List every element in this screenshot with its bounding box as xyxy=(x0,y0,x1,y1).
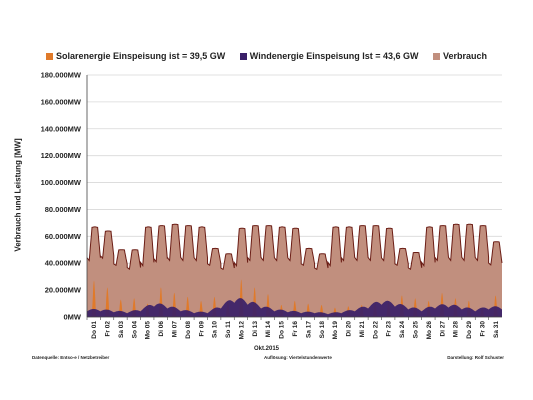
legend-item-consumption: Verbrauch xyxy=(433,51,487,61)
x-tick-label: Fr 02 xyxy=(105,321,112,337)
legend-label-solar: Solarenergie Einspeisung ist = 39,5 GW xyxy=(55,50,226,61)
legend: Solarenergie Einspeisung ist = 39,5 GW W… xyxy=(0,50,533,66)
x-tick-label: Di 27 xyxy=(439,321,446,337)
x-tick-label: Mo 05 xyxy=(145,321,152,340)
footer-resolution: Auflösung: Viertelstundenwerte xyxy=(264,355,332,360)
x-tick-label: Mi 28 xyxy=(453,321,460,338)
x-tick-label: Do 01 xyxy=(91,321,98,339)
series-area-solar-day xyxy=(100,287,114,317)
x-tick-label: Sa 03 xyxy=(118,321,125,338)
series-area-solar-day xyxy=(301,303,315,317)
x-tick-label: So 25 xyxy=(412,321,419,339)
series-area-solar-day xyxy=(314,304,328,317)
legend-swatch-consumption xyxy=(433,52,441,60)
x-tick-label: Mi 21 xyxy=(359,321,366,338)
series-area-solar-day xyxy=(113,299,128,317)
series-area-consumption xyxy=(87,224,502,317)
series-area-solar-day xyxy=(207,296,221,317)
x-tick-label: Di 20 xyxy=(346,321,353,337)
x-tick-label: Sa 24 xyxy=(399,321,406,338)
series-area-solar-day xyxy=(287,300,302,317)
footer-source: Datenquelle: Entso-e / Netzbetreiber xyxy=(32,355,110,360)
x-tick-label: Mi 07 xyxy=(172,321,179,338)
y-tick-label: 120.000MW xyxy=(41,151,82,160)
x-tick-label: Fr 30 xyxy=(479,321,486,337)
x-tick-label: Do 15 xyxy=(279,321,286,339)
x-tick-label: Mo 19 xyxy=(332,321,339,340)
series-area-solar-day xyxy=(261,294,275,317)
legend-swatch-solar xyxy=(45,52,53,60)
series-area-solar-day xyxy=(153,287,168,317)
y-tick-label: 80.000MW xyxy=(45,205,82,214)
footer-author: Darstellung: Rolf Schuster xyxy=(447,355,504,360)
legend-swatch-wind xyxy=(239,52,247,60)
series-line-consumption xyxy=(86,223,503,271)
y-tick-label: 160.000MW xyxy=(41,97,82,106)
legend-label-consumption: Verbrauch xyxy=(443,50,488,61)
x-tick-label: Fr 23 xyxy=(386,321,393,337)
legend-item-wind: Windenergie Einspeisung Ist = 43,6 GW xyxy=(239,50,419,61)
y-tick-label: 0MW xyxy=(64,313,82,322)
series-area-solar-day xyxy=(167,292,181,317)
y-tick-label: 40.000MW xyxy=(45,259,82,268)
y-tick-label: 100.000MW xyxy=(41,178,82,187)
x-tick-label: Di 13 xyxy=(252,321,259,337)
x-tick-label: So 11 xyxy=(225,321,232,338)
x-tick-label: So 04 xyxy=(131,321,138,339)
series-area-solar-day xyxy=(87,280,101,317)
y-tick-label: 20.000MW xyxy=(45,286,82,295)
x-tick-label: Sa 17 xyxy=(305,321,312,338)
x-tick-label: So 18 xyxy=(319,321,326,339)
x-tick-label: Fr 16 xyxy=(292,321,299,337)
x-tick-label: Do 08 xyxy=(185,321,192,339)
x-tick-label: Mi 14 xyxy=(265,321,272,338)
x-tick-label: Di 06 xyxy=(158,321,165,337)
x-tick-label: Do 29 xyxy=(466,321,473,339)
x-tick-label: Sa 31 xyxy=(493,321,500,338)
x-tick-label: Fr 09 xyxy=(198,321,205,337)
x-tick-label: Do 22 xyxy=(372,321,379,339)
series-area-solar-day xyxy=(194,300,208,317)
y-axis-label: Verbrauch und Leistung [MW] xyxy=(13,138,23,252)
x-tick-label: Mo 26 xyxy=(426,321,433,340)
legend-item-solar: Solarenergie Einspeisung ist = 39,5 GW xyxy=(45,50,226,61)
series-area-solar-day xyxy=(127,298,141,317)
series-area-solar-day xyxy=(180,296,195,317)
series-area-wind xyxy=(87,298,502,317)
x-tick-label: Mo 12 xyxy=(238,321,245,340)
legend-label-wind: Windenergie Einspeisung Ist = 43,6 GW xyxy=(249,50,419,61)
y-tick-label: 140.000MW xyxy=(41,124,82,133)
y-tick-label: 180.000MW xyxy=(41,71,82,80)
x-axis-label: Okt.2015 xyxy=(253,346,280,352)
x-tick-label: Sa 10 xyxy=(212,321,219,338)
y-tick-label: 60.000MW xyxy=(45,232,82,241)
